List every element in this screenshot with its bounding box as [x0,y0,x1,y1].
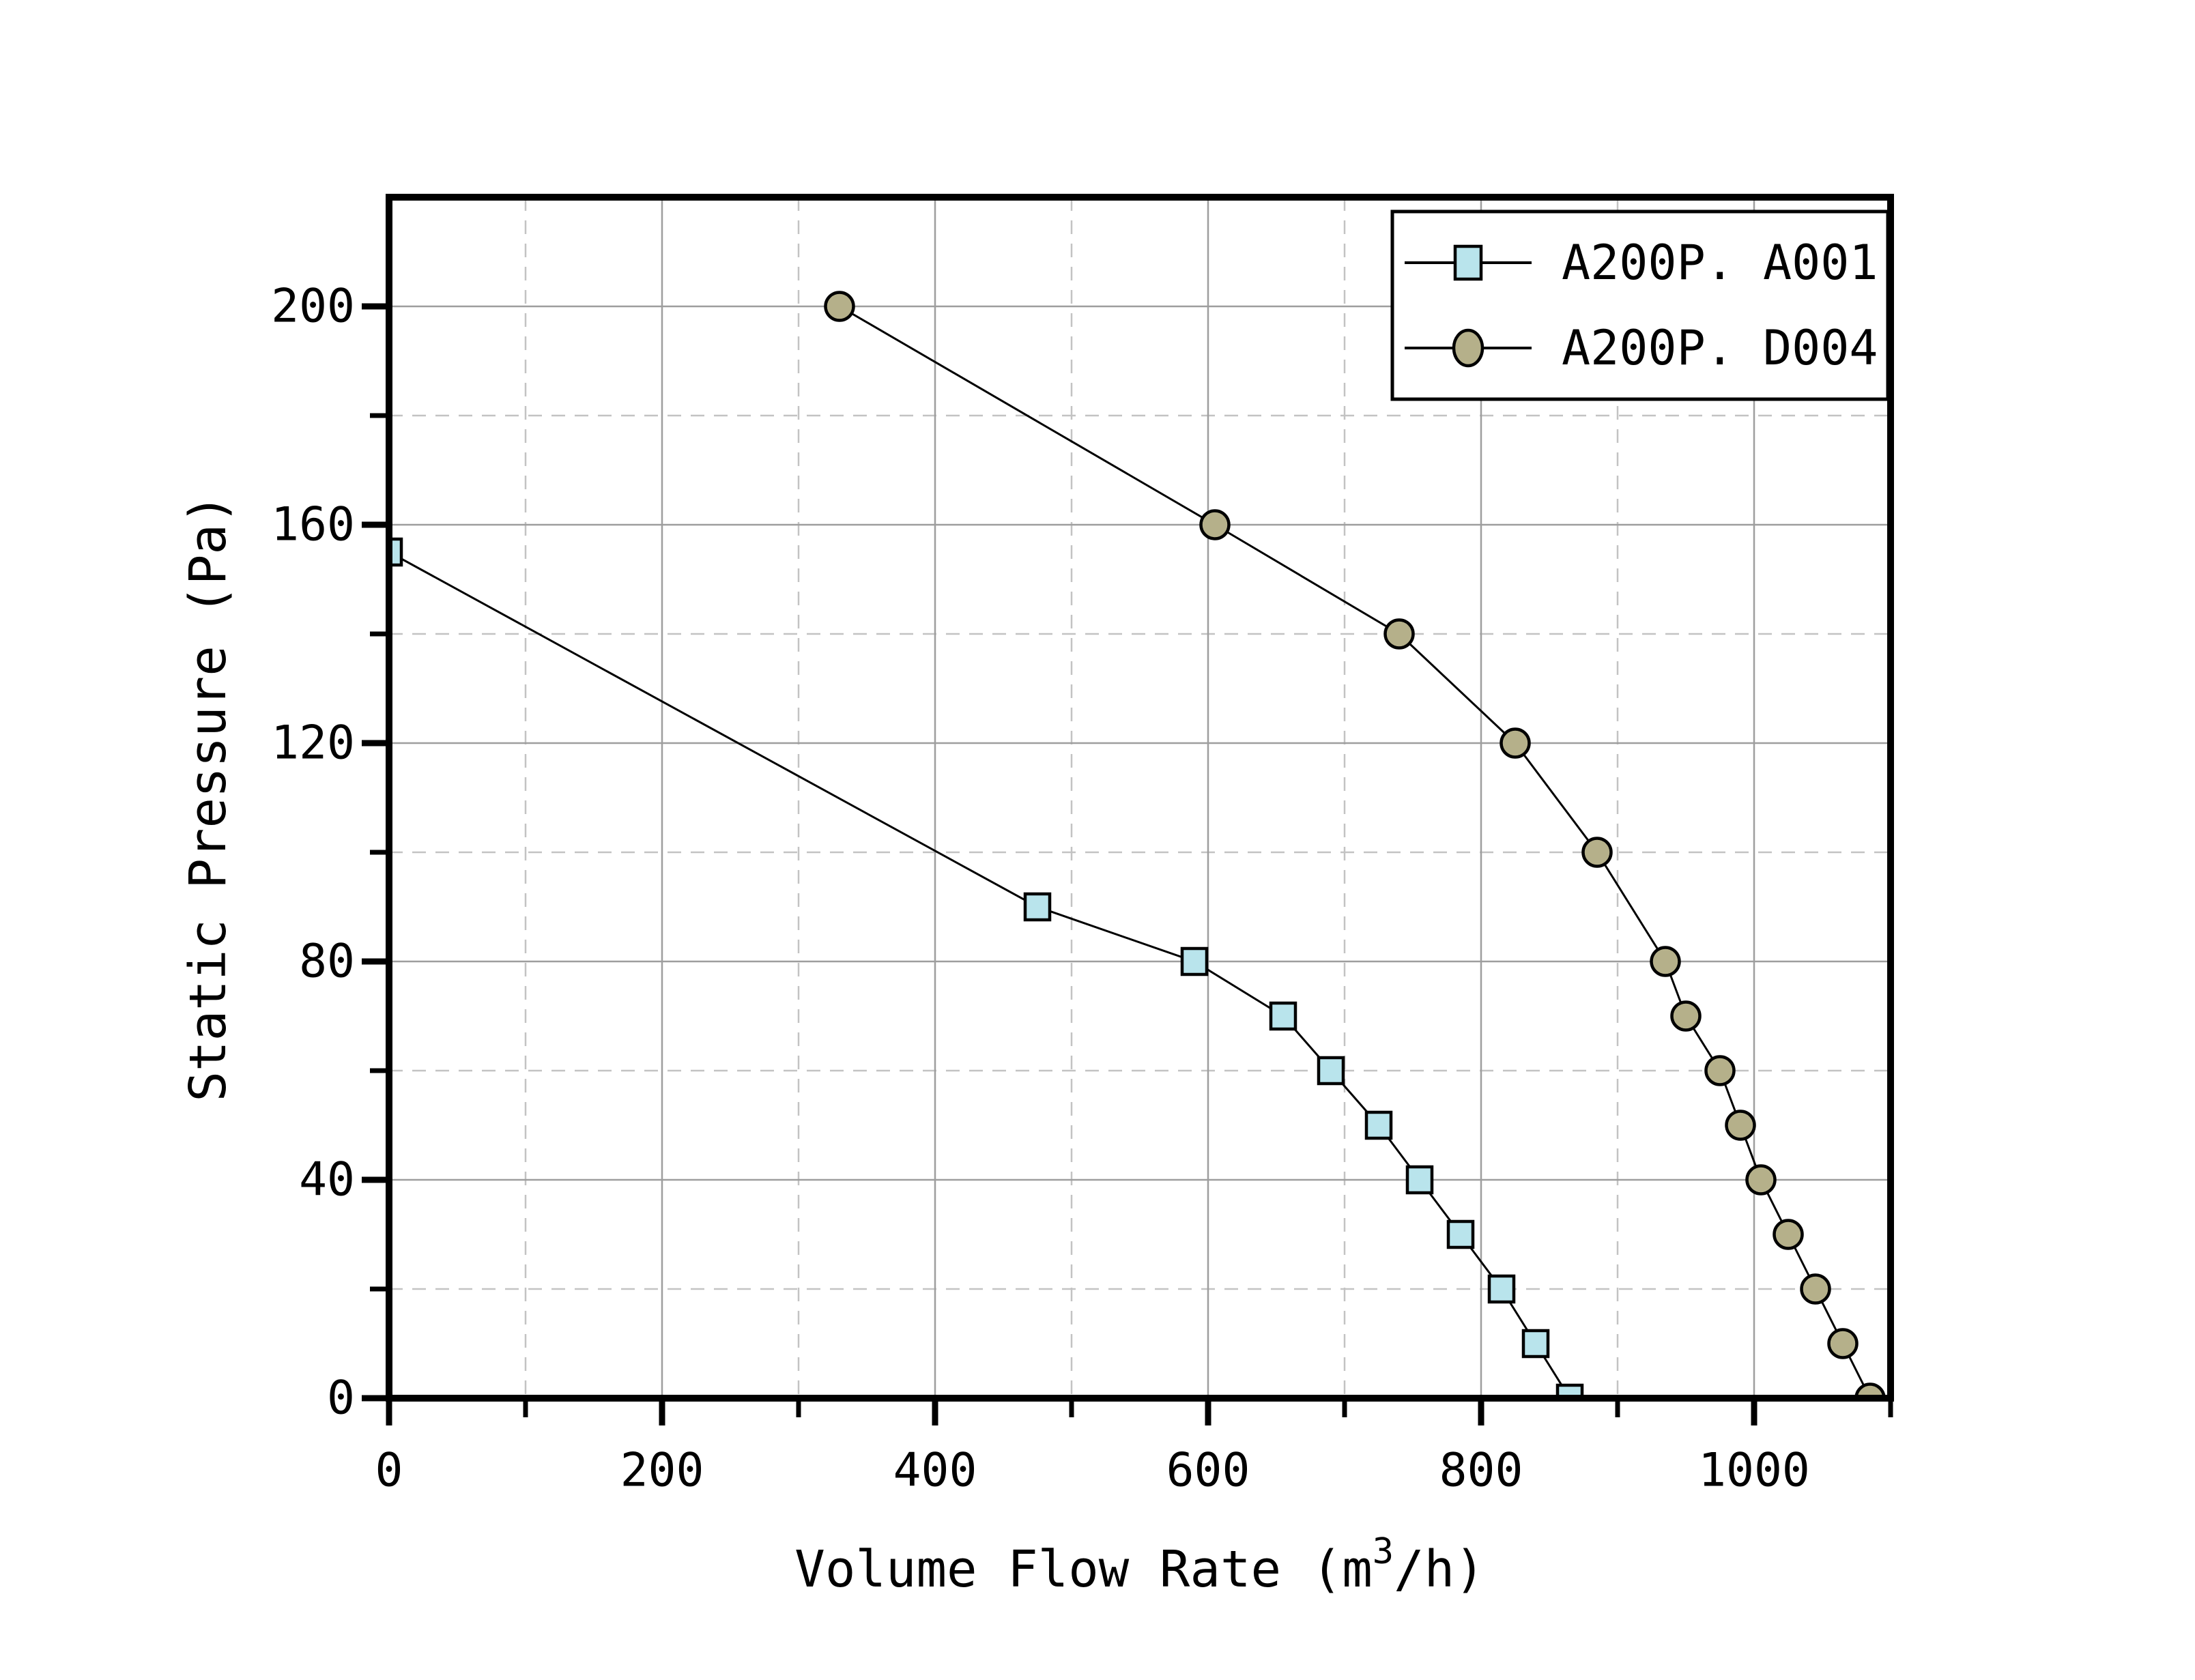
legend-entry: A200P. D004 [1405,320,1878,376]
data-point-marker-circle [1199,509,1231,540]
data-point-marker-square [1521,1329,1550,1359]
data-point-marker-circle [1581,837,1613,868]
data-series-layer [389,291,1886,1398]
data-point-marker-circle [1500,727,1531,759]
plot-border [386,194,1894,1402]
legend-square-marker-icon [1453,244,1483,281]
data-point-marker-circle [1745,1164,1777,1196]
series-a200p-a001 [389,537,1584,1398]
data-point-marker-circle [1854,1382,1886,1398]
axis-ticks [362,303,1893,1425]
axis-tick-labels: 0 200 400 600 800 1000 0 40 80 120 160 200 [271,280,1810,1498]
data-point-marker-circle [1383,618,1415,650]
data-point-marker-circle [1773,1219,1804,1250]
x-tick-label: 800 [1439,1444,1523,1498]
y-tick-label: 160 [271,498,355,552]
y-tick-label: 0 [327,1372,355,1425]
data-point-marker-square [1446,1219,1475,1249]
y-tick-label: 80 [299,935,355,989]
y-tick-label: 120 [271,716,355,770]
data-point-marker-square [1364,1110,1393,1140]
data-point-marker-circle [824,291,855,322]
y-axis-title: Static Pressure (Pa) [179,493,238,1101]
series-a200p-d004 [824,291,1886,1398]
data-point-marker-square [1023,892,1052,922]
x-tick-label: 1000 [1698,1444,1810,1498]
legend-label: A200P. A001 [1562,235,1878,291]
data-point-marker-square [1317,1056,1345,1086]
legend-circle-marker-icon [1452,328,1484,368]
x-tick-label: 0 [375,1444,403,1498]
data-point-marker-square [1269,1001,1297,1031]
x-tick-label: 600 [1166,1444,1250,1498]
data-point-marker-circle [1670,1000,1702,1032]
data-point-marker-square [1487,1274,1516,1304]
data-point-marker-circle [1800,1273,1831,1305]
data-point-marker-circle [1725,1110,1756,1141]
legend-entry: A200P. A001 [1405,235,1878,291]
legend: A200P. A001 A200P. D004 [1390,209,1890,401]
legend-label: A200P. D004 [1562,320,1878,376]
y-tick-label: 40 [299,1153,355,1207]
data-point-marker-square [1180,946,1209,976]
x-axis-title: Volume Flow Rate (m3/h) [794,1531,1484,1599]
data-point-marker-circle [1704,1055,1736,1086]
x-tick-label: 400 [893,1444,977,1498]
x-tick-label: 200 [620,1444,704,1498]
legend-box [1390,209,1890,401]
data-point-marker-circle [1650,946,1681,977]
data-point-marker-square [1405,1165,1434,1195]
gridlines [389,197,1891,1398]
data-point-marker-circle [1827,1328,1859,1359]
y-tick-label: 200 [271,280,355,334]
